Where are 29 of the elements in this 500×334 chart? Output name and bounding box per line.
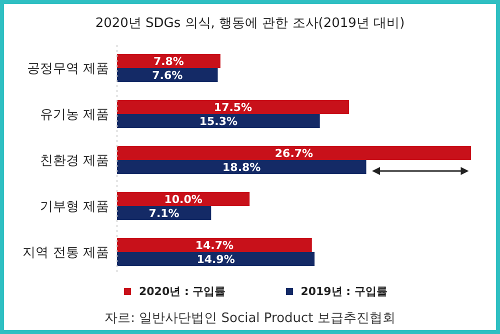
data-label: 14.7% xyxy=(195,238,234,252)
bar xyxy=(117,146,471,160)
legend-label: 2019년 : 구입률 xyxy=(300,284,388,299)
data-label: 17.5% xyxy=(214,100,252,114)
bar xyxy=(117,206,212,220)
bar xyxy=(117,68,218,82)
y-tick-label: 친환경 제품 xyxy=(40,154,109,169)
data-label: 7.8% xyxy=(153,54,184,68)
y-tick-label: 공정무역 제품 xyxy=(26,62,109,77)
bar xyxy=(117,100,350,114)
bar xyxy=(117,114,320,128)
data-label: 10.0% xyxy=(164,192,202,206)
data-label: 15.3% xyxy=(199,114,238,128)
y-tick-label: 지역 전통 제품 xyxy=(22,246,109,261)
y-tick-label: 유기농 제품 xyxy=(40,108,109,123)
bar xyxy=(117,238,312,252)
data-label: 18.8% xyxy=(222,160,261,174)
text: 자르: 일반사단법인 Social Product 보급추진협회 xyxy=(104,310,396,327)
bar xyxy=(117,160,366,174)
data-label: 7.1% xyxy=(148,206,180,220)
legend-label: 2020년 : 구입률 xyxy=(139,284,226,299)
chart-title: 2020년 SDGs 의식, 행동에 관한 조사(2019년 대비) xyxy=(94,15,406,33)
data-label: 7.6% xyxy=(152,68,183,82)
bar xyxy=(117,252,315,266)
y-tick-label: 기부형 제품 xyxy=(40,200,109,215)
bar xyxy=(117,54,220,68)
data-label: 14.9% xyxy=(196,252,235,266)
bar xyxy=(117,192,250,206)
data-label: 26.7% xyxy=(274,146,314,160)
